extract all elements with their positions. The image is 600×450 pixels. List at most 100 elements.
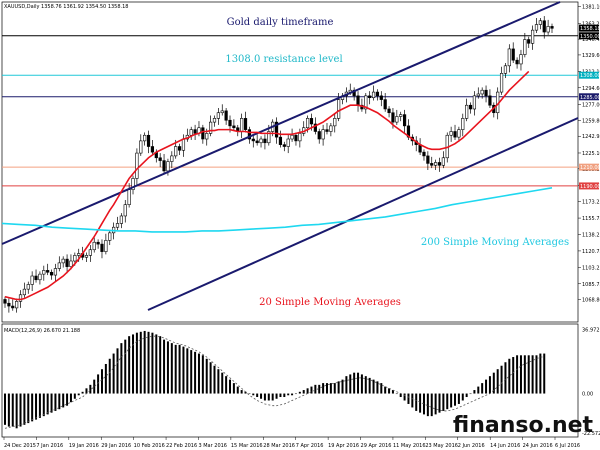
macd-histogram-bar [128, 336, 131, 394]
macd-histogram-bar [124, 339, 127, 394]
macd-histogram-bar [345, 376, 348, 394]
candle [542, 16, 546, 39]
x-tick-label: 29 Jan 2016 [101, 443, 131, 449]
candle-body [426, 155, 430, 164]
macd-histogram-bar [368, 377, 371, 394]
candle-body [77, 253, 81, 256]
candle [375, 89, 380, 101]
macd-histogram-bar [461, 393, 464, 401]
candle-body [402, 114, 407, 127]
candle [131, 175, 135, 195]
candle [383, 93, 387, 112]
price-tag [579, 32, 599, 40]
price-tag-label: 1190.00 [580, 184, 600, 190]
candle-body [278, 136, 283, 145]
candle [422, 149, 426, 161]
candle-body [162, 160, 166, 172]
macd-histogram-bar [403, 393, 406, 401]
candle [550, 23, 554, 33]
candle-body [453, 131, 457, 138]
macd-histogram-bar [186, 348, 189, 394]
candle [193, 124, 197, 140]
macd-histogram-bar [294, 393, 297, 395]
candle-body [216, 112, 220, 119]
macd-histogram-bar [132, 334, 135, 394]
candle-body [189, 129, 193, 136]
price-tag-label: 1210.00 [580, 165, 600, 171]
candle-body [422, 151, 426, 157]
candle [53, 263, 58, 282]
resistance-annotation: 1308.0 resistance level [225, 54, 342, 65]
candle [201, 124, 205, 144]
candle [387, 106, 391, 118]
candle [461, 113, 465, 137]
macd-histogram-bar [182, 346, 185, 394]
candle-body [325, 129, 329, 132]
macd-histogram-bar [46, 393, 49, 415]
candle-body [53, 268, 58, 276]
candle [395, 109, 399, 125]
y-tick-label: 1103.25 [582, 265, 600, 271]
candle-body [30, 275, 34, 285]
macd-histogram-bar [298, 391, 301, 394]
macd-histogram-bar [120, 343, 123, 394]
macd-histogram-bar [62, 393, 65, 408]
macd-histogram-bar [388, 388, 391, 394]
candle-body [127, 189, 131, 205]
macd-histogram-bar [174, 344, 177, 394]
candle-body [441, 157, 445, 166]
candle-body [96, 241, 100, 245]
candle [519, 49, 523, 71]
price-tag-label: 1285.00 [580, 95, 600, 101]
candle [61, 256, 65, 268]
macd-histogram-bar [170, 343, 173, 394]
candle-body [220, 110, 224, 114]
candle [119, 213, 123, 229]
macd-histogram-bar [159, 336, 162, 394]
candle [224, 108, 228, 125]
macd-histogram-bar [4, 393, 6, 425]
macd-histogram-bar [263, 393, 266, 401]
candle [457, 126, 461, 142]
candle [88, 245, 92, 262]
candle-body [49, 271, 54, 276]
candle-body [488, 95, 492, 106]
candle [368, 91, 372, 105]
candle [100, 239, 104, 259]
candle-body [337, 99, 341, 119]
candle [538, 17, 542, 30]
candle [488, 89, 492, 109]
macd-histogram-bar [442, 393, 445, 411]
macd-histogram-bar [236, 386, 239, 394]
candle-body [15, 301, 19, 309]
candle [123, 200, 127, 223]
macd-histogram-bar [454, 393, 457, 406]
macd-histogram-bar [66, 393, 69, 406]
candle [57, 256, 61, 272]
candle-body [375, 91, 380, 97]
candle [240, 113, 244, 139]
candle-body [538, 20, 542, 25]
candle [177, 143, 182, 155]
candle [65, 254, 69, 274]
candle [96, 239, 100, 249]
macd-histogram-bar [260, 393, 263, 399]
chart-header: XAUUSD,Daily 1358.76 1361.92 1354.50 135… [4, 4, 129, 10]
macd-histogram-bar [69, 393, 72, 403]
y-tick-label: 1173.25 [582, 200, 600, 206]
sma200-annotation: 200 Simple Moving Averages [421, 237, 569, 248]
candle-body [263, 138, 267, 144]
x-tick-label: 19 Apr 2016 [328, 443, 359, 449]
macd-histogram-bar [104, 363, 107, 394]
y-tick-label: 1259.80 [582, 118, 600, 124]
macd-histogram-bar [244, 391, 247, 394]
macd-histogram-bar [232, 383, 235, 394]
macd-histogram-bar [217, 369, 220, 394]
candle [92, 235, 96, 253]
y-tick-label: 1277.00 [582, 102, 600, 108]
y-tick-label: 1155.75 [582, 216, 600, 222]
candle [127, 183, 131, 208]
candle-body [503, 65, 508, 74]
candle-body [177, 146, 182, 151]
